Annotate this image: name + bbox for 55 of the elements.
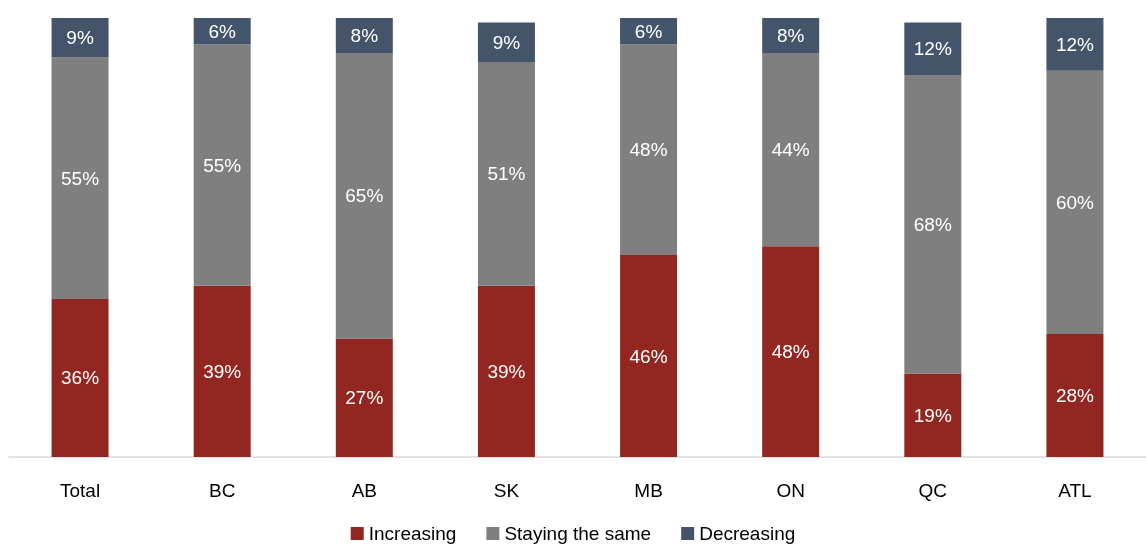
data-label: 46% — [629, 345, 668, 367]
data-label: 6% — [634, 20, 663, 42]
data-label: 48% — [771, 341, 810, 363]
bar — [762, 53, 820, 247]
bar — [620, 44, 678, 256]
data-label: 12% — [913, 38, 952, 60]
data-label: 60% — [1055, 191, 1095, 213]
data-label: 9% — [492, 31, 521, 53]
data-label: 39% — [487, 360, 526, 382]
data-label: 19% — [913, 404, 952, 426]
data-label: 6% — [208, 20, 237, 42]
bar — [477, 285, 535, 457]
bar — [904, 373, 962, 457]
data-label: 55% — [203, 154, 242, 176]
bar — [477, 61, 535, 286]
data-label: 48% — [629, 139, 668, 161]
bar — [193, 44, 251, 286]
legend-label: Increasing — [368, 523, 457, 544]
data-label: 12% — [1055, 33, 1095, 55]
data-label: 65% — [345, 185, 384, 207]
data-label: 28% — [1055, 385, 1095, 407]
bar — [620, 255, 678, 457]
x-tick-label: Total — [59, 480, 101, 501]
x-tick-label: SK — [493, 480, 520, 501]
data-label: 27% — [345, 387, 384, 409]
bar — [51, 298, 109, 457]
bar — [335, 53, 393, 339]
data-label: 39% — [203, 360, 242, 382]
x-tick-label: ATL — [1058, 480, 1092, 501]
data-label: 51% — [487, 163, 526, 185]
x-tick-label: BC — [208, 480, 236, 501]
bar — [904, 22, 962, 76]
bar — [1046, 334, 1104, 457]
data-label: 68% — [913, 213, 952, 235]
x-tick-label: ON — [776, 480, 805, 501]
bar — [51, 57, 109, 299]
legend-label: Staying the same — [504, 523, 652, 544]
bar — [193, 285, 251, 457]
data-label: 8% — [776, 25, 805, 47]
data-label: 9% — [66, 27, 94, 49]
bar — [1046, 18, 1104, 71]
data-label: 55% — [61, 167, 100, 189]
data-label: 44% — [771, 139, 810, 161]
bar — [762, 246, 820, 457]
legend-label: Decreasing — [699, 523, 796, 544]
bar — [477, 22, 535, 62]
x-tick-label: MB — [634, 480, 663, 501]
data-label: 36% — [61, 367, 100, 389]
x-tick-label: AB — [351, 480, 377, 501]
bar — [51, 18, 109, 58]
bar — [904, 75, 962, 374]
bar — [1046, 70, 1104, 335]
bar — [335, 338, 393, 457]
x-tick-label: QC — [918, 480, 948, 501]
data-label: 8% — [350, 25, 379, 47]
